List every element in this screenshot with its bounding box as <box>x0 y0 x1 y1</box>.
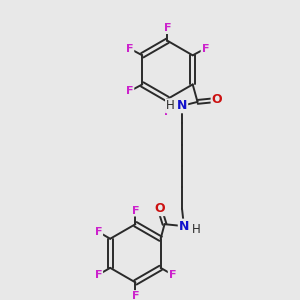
Text: F: F <box>169 270 176 280</box>
Text: N: N <box>177 99 187 112</box>
Text: F: F <box>202 44 209 53</box>
Text: F: F <box>164 106 171 117</box>
Text: F: F <box>132 291 139 300</box>
Text: H: H <box>166 99 175 112</box>
Text: F: F <box>126 86 134 96</box>
Text: H: H <box>192 223 201 236</box>
Text: F: F <box>164 23 171 33</box>
Text: O: O <box>212 94 222 106</box>
Text: F: F <box>95 227 102 237</box>
Text: O: O <box>154 202 165 215</box>
Text: F: F <box>126 44 134 53</box>
Text: N: N <box>179 220 189 232</box>
Text: F: F <box>132 206 139 216</box>
Text: F: F <box>95 270 102 280</box>
